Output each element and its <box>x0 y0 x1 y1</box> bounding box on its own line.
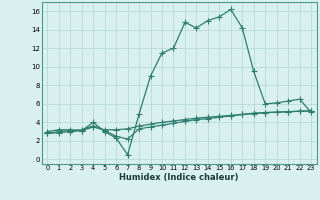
X-axis label: Humidex (Indice chaleur): Humidex (Indice chaleur) <box>119 173 239 182</box>
